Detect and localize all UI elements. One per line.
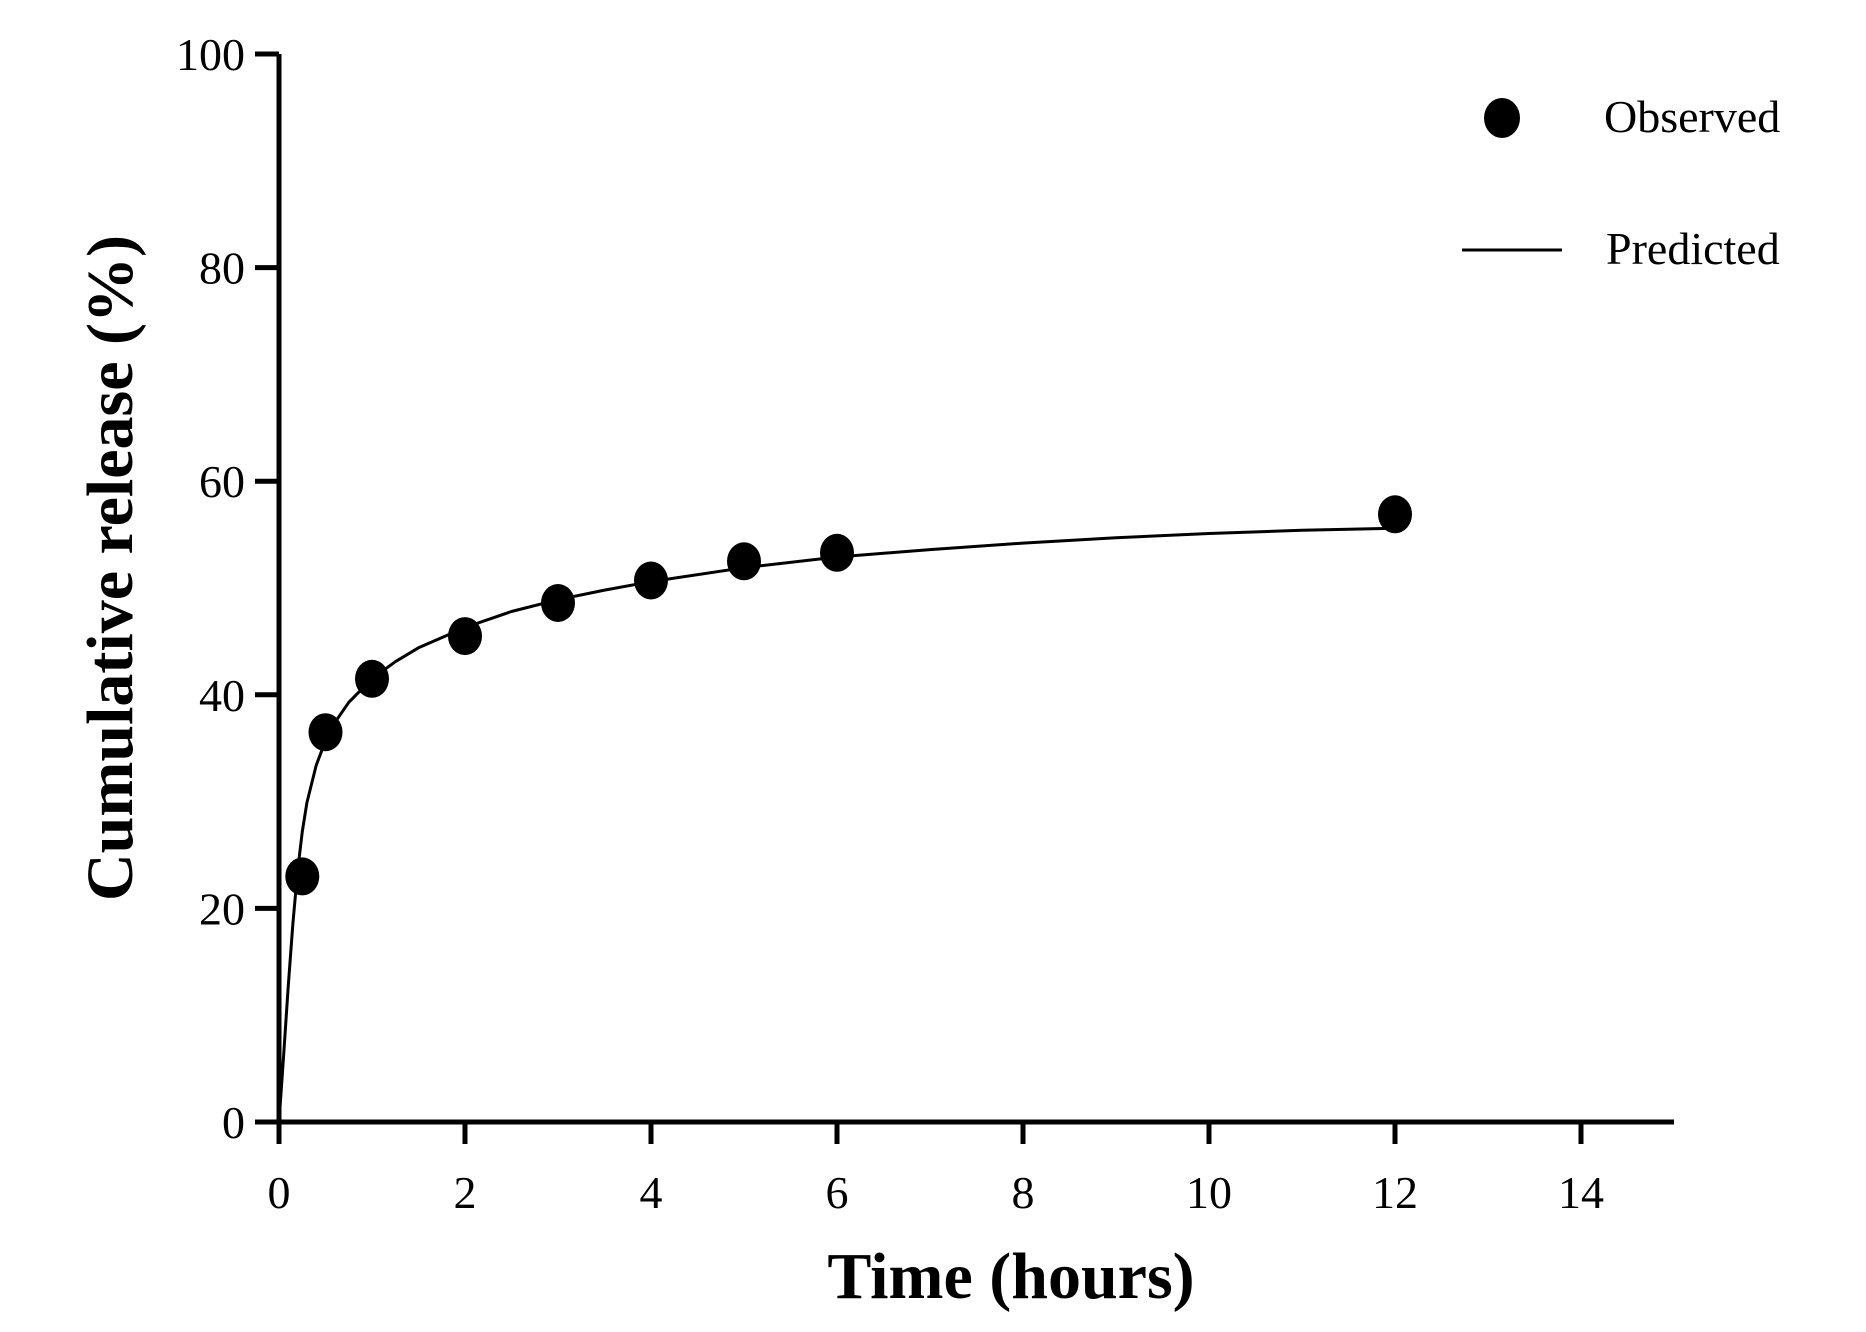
observed-point — [727, 542, 761, 581]
legend-item-predicted: Predicted — [1462, 223, 1780, 274]
observed-point — [448, 617, 482, 656]
x-tick-label: 12 — [1372, 1167, 1418, 1218]
observed-point — [355, 659, 389, 698]
observed-point — [541, 584, 575, 622]
x-ticks: 0 2 4 6 8 10 12 14 — [268, 1122, 1604, 1218]
observed-point — [285, 857, 320, 896]
x-tick-label: 2 — [454, 1167, 477, 1218]
observed-point — [308, 713, 343, 752]
x-tick-label: 8 — [1012, 1167, 1035, 1218]
y-tick-label: 80 — [199, 243, 245, 294]
x-tick-label: 14 — [1558, 1167, 1604, 1218]
predicted-line — [277, 526, 1396, 1123]
x-tick-label: 10 — [1186, 1167, 1232, 1218]
x-tick-label: 0 — [268, 1167, 291, 1218]
observed-point — [820, 533, 854, 572]
axes: 0 2 4 6 8 10 12 14 0 20 40 60 80 100 — [176, 29, 1674, 1218]
y-tick-label: 20 — [199, 883, 245, 934]
y-ticks: 0 20 40 60 80 100 — [176, 29, 279, 1148]
series-layer — [277, 495, 1412, 1123]
y-axis-title: Cumulative release (%) — [74, 235, 147, 901]
legend-item-observed: Observed — [1484, 91, 1780, 142]
y-tick-label: 100 — [176, 29, 245, 80]
legend-predicted-label: Predicted — [1606, 223, 1780, 274]
x-tick-label: 4 — [640, 1167, 663, 1218]
legend-observed-marker — [1484, 98, 1520, 138]
x-tick-label: 6 — [826, 1167, 849, 1218]
y-tick-label: 40 — [199, 670, 245, 721]
observed-point — [634, 561, 668, 600]
observed-point — [1378, 495, 1412, 534]
legend: Observed Predicted — [1462, 91, 1780, 274]
legend-observed-label: Observed — [1604, 91, 1780, 142]
y-tick-label: 60 — [199, 456, 245, 507]
x-axis-title: Time (hours) — [827, 1240, 1194, 1313]
y-tick-label: 0 — [222, 1097, 245, 1148]
